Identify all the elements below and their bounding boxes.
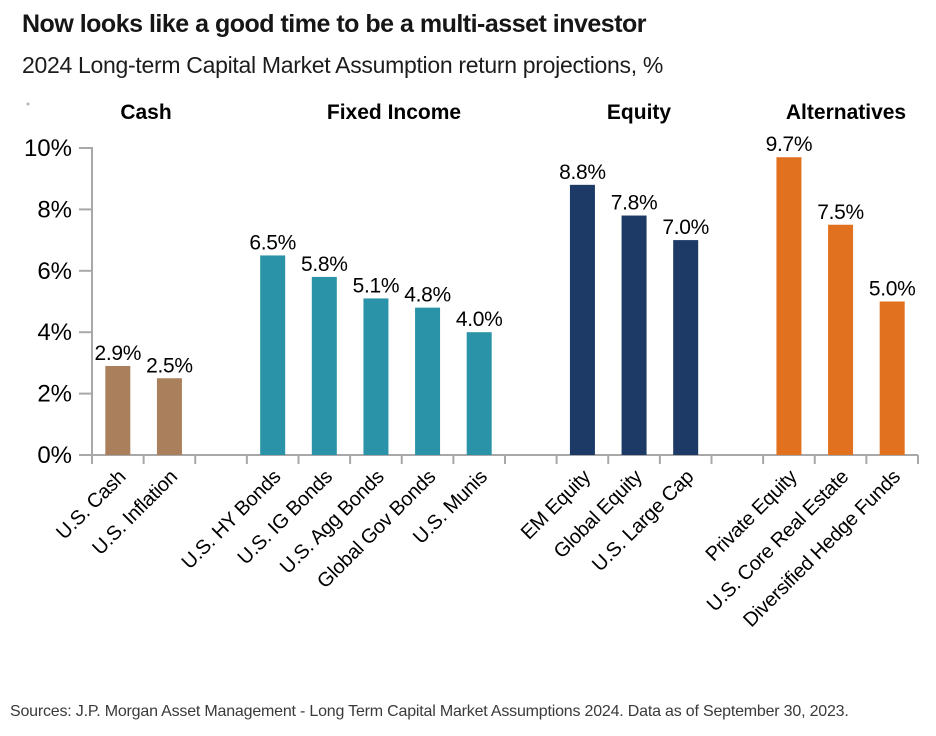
bar-value-label: 5.0%: [869, 278, 916, 301]
bar: [260, 255, 286, 455]
bar-value-label: 5.8%: [301, 253, 348, 276]
bar-value-label: 5.1%: [353, 274, 400, 297]
bar-value-label: 7.5%: [817, 201, 864, 224]
y-tick-label: 2%: [37, 381, 72, 408]
bar-value-label: 4.8%: [404, 284, 451, 307]
bar-value-label: 4.0%: [456, 308, 503, 331]
bar: [621, 215, 647, 455]
bar: [363, 298, 389, 455]
bar-value-label: 2.5%: [146, 354, 193, 377]
group-header-equity: Equity: [607, 101, 671, 124]
bar: [569, 184, 595, 455]
bar-value-label: 6.5%: [249, 231, 296, 254]
group-header-alternatives: Alternatives: [786, 101, 906, 124]
chart-title: Now looks like a good time to be a multi…: [22, 10, 647, 38]
bar-value-label: 7.8%: [611, 192, 658, 215]
y-tick-label: 6%: [37, 258, 72, 285]
bar-value-label: 2.9%: [94, 342, 141, 365]
bar: [105, 365, 131, 455]
y-tick-label: 0%: [37, 442, 72, 469]
bar-value-label: 9.7%: [766, 133, 813, 156]
y-tick-label: 8%: [37, 196, 72, 223]
bar: [828, 224, 854, 455]
group-header-fixed-income: Fixed Income: [327, 101, 461, 124]
y-tick-label: 4%: [37, 319, 72, 346]
bar-chart: Cash Fixed Income Equity Alternatives 10% 8% 6…: [24, 101, 919, 632]
bar: [673, 240, 699, 455]
bar: [415, 307, 441, 455]
bar: [311, 276, 337, 455]
artifact-dot: [26, 102, 30, 106]
bar-value-label: 8.8%: [559, 161, 606, 184]
bar: [776, 157, 802, 455]
source-note: Sources: J.P. Morgan Asset Management - …: [10, 703, 849, 720]
chart-subtitle: 2024 Long-term Capital Market Assumption…: [22, 52, 664, 78]
bar: [156, 378, 182, 455]
bar: [879, 301, 905, 455]
bar: [466, 332, 492, 455]
group-header-cash: Cash: [120, 101, 171, 124]
bar-value-label: 7.0%: [662, 216, 709, 239]
y-tick-label: 10%: [24, 135, 72, 162]
